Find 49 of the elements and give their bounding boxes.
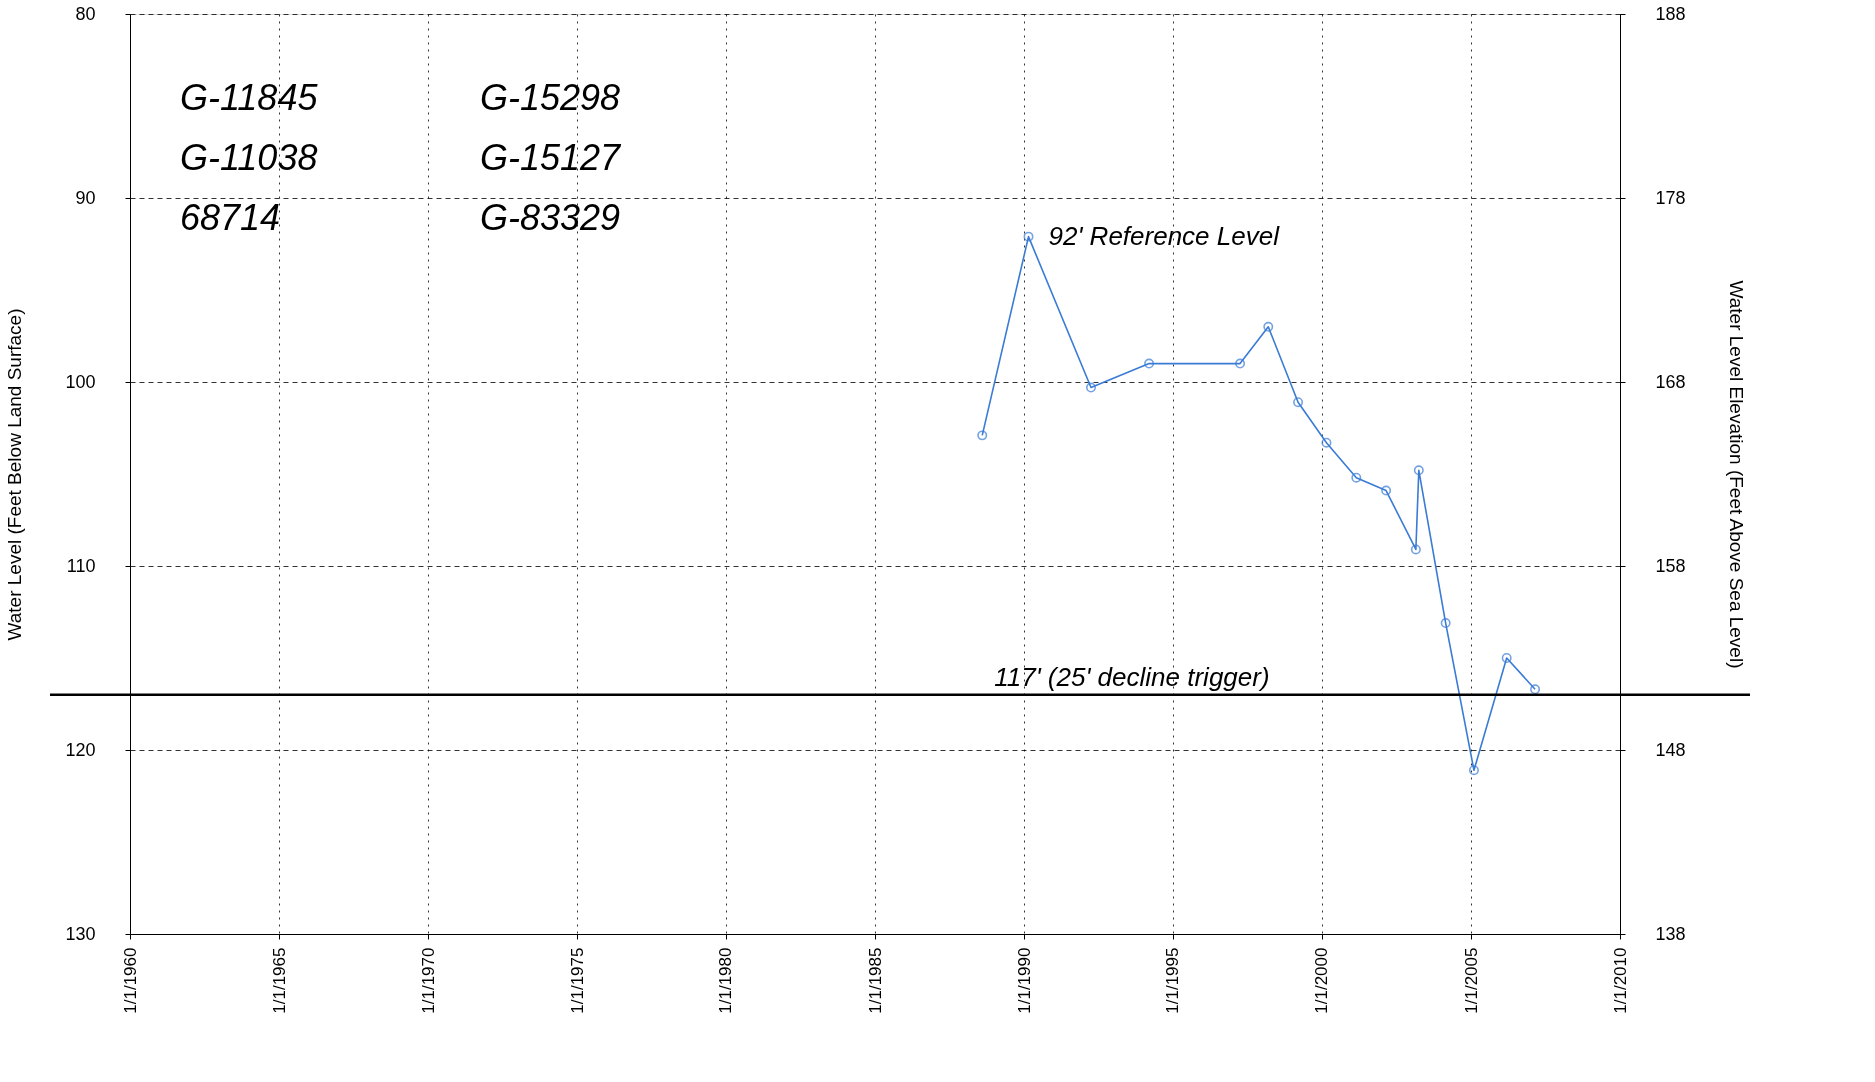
x-tick-label: 1/1/1990 xyxy=(1014,947,1034,1014)
x-tick-label: 1/1/1985 xyxy=(865,947,885,1014)
y2-tick-label: 138 xyxy=(1655,923,1686,944)
y-tick-label: 120 xyxy=(65,739,96,760)
x-tick-label: 1/1/1965 xyxy=(269,947,289,1014)
y-tick-label: 110 xyxy=(66,555,96,576)
point xyxy=(1440,618,1451,629)
y-tick-label: 100 xyxy=(65,371,96,392)
annotation: G-83329 xyxy=(480,197,621,238)
annotation: G-11038 xyxy=(180,137,318,178)
point xyxy=(1235,358,1246,369)
point xyxy=(1321,437,1332,448)
point xyxy=(1413,465,1424,476)
y2-axis-title: Water Level Elevation (Feet Above Sea Level) xyxy=(1725,280,1747,669)
point xyxy=(1530,684,1541,695)
x-tick-label: 1/1/1975 xyxy=(567,947,587,1014)
annotation: G-11845 xyxy=(180,77,319,118)
point xyxy=(1293,397,1304,408)
point xyxy=(1144,358,1155,369)
point xyxy=(1351,472,1362,483)
ref-line-label: 117' (25' decline trigger) xyxy=(994,661,1270,692)
x-tick-label: 1/1/2005 xyxy=(1461,947,1481,1014)
point xyxy=(1086,382,1096,393)
x-tick-label: 1/1/1980 xyxy=(716,947,736,1014)
x-tick-label: 1/1/1960 xyxy=(120,947,140,1014)
y-axis-title: Water Level (Feet Below Land Surface) xyxy=(4,308,26,641)
point xyxy=(1468,765,1479,776)
point xyxy=(1263,321,1274,332)
point xyxy=(977,430,988,441)
annotation: G-15298 xyxy=(480,77,621,118)
y2-tick-label: 188 xyxy=(1655,3,1686,24)
y2-tick-label: 168 xyxy=(1655,371,1686,392)
point xyxy=(1023,231,1034,242)
x-tick-label: 1/1/1970 xyxy=(418,947,438,1014)
y2-tick-label: 158 xyxy=(1655,555,1686,576)
y2-tick-label: 178 xyxy=(1655,187,1686,208)
annotation: 92' Reference Level xyxy=(1048,220,1281,251)
point xyxy=(1410,544,1421,555)
x-tick-label: 1/1/1995 xyxy=(1163,947,1183,1014)
y-tick-label: 130 xyxy=(65,923,96,944)
y2-tick-label: 148 xyxy=(1655,739,1686,760)
point xyxy=(1381,485,1392,496)
annotation: 68714 xyxy=(180,197,281,238)
annotation: G-15127 xyxy=(480,137,623,178)
y-tick-label: 80 xyxy=(75,3,96,24)
point xyxy=(1501,653,1512,663)
x-tick-label: 1/1/2000 xyxy=(1312,947,1332,1014)
x-tick-label: 1/1/2010 xyxy=(1610,947,1630,1014)
y-tick-label: 90 xyxy=(75,187,96,208)
